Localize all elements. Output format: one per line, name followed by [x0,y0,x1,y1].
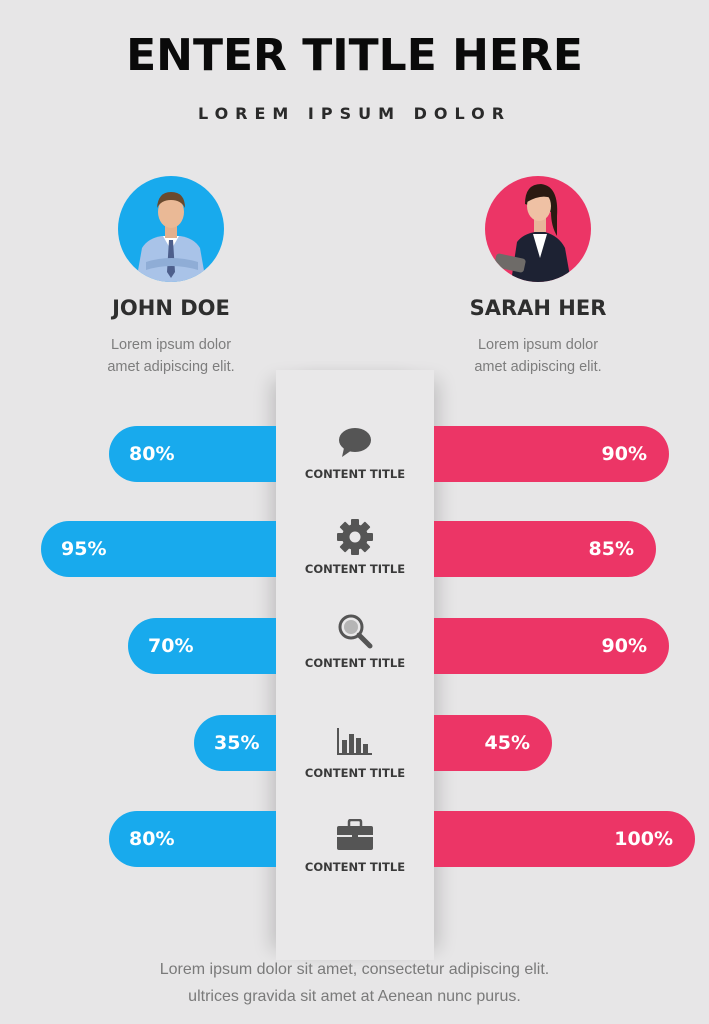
content-item-2: CONTENT TITLE [276,518,434,576]
avatar-john-doe [118,176,224,282]
magnifier-icon [276,612,434,650]
briefcase-icon [276,816,434,854]
left-bar-row-1: 80% [109,426,276,482]
avatar-sarah-her [485,176,591,282]
right-bar-row-2: 85% [434,521,656,577]
footer-text: Lorem ipsum dolor sit amet, consectetur … [0,956,709,1010]
page-title: ENTER TITLE HERE [126,30,583,81]
content-title-label: CONTENT TITLE [304,860,406,874]
person-desc-right-line2: amet adipiscing elit. [474,359,602,375]
page-subtitle: LOREM IPSUM DOLOR [197,104,512,123]
left-bar-row-2: 95% [41,521,276,577]
person-desc-left-line1: Lorem ipsum dolor [110,337,232,353]
left-bar-value: 80% [129,828,175,850]
left-bar-value: 35% [214,732,260,754]
right-bar-row-1: 90% [434,426,669,482]
content-item-3: CONTENT TITLE [276,612,434,670]
left-bar-value: 95% [61,538,107,560]
person-name-right: SARAH HER [469,296,607,320]
person-desc-right: Lorem ipsum dolor amet adipiscing elit. [418,334,658,378]
person-desc-left-line2: amet adipiscing elit. [107,359,235,375]
left-bar-row-3: 70% [128,618,276,674]
chat-bubble-icon [276,423,434,461]
footer-line1: Lorem ipsum dolor sit amet, consectetur … [159,961,550,978]
left-bar-row-4: 35% [194,715,276,771]
right-bar-value: 45% [484,732,530,754]
person-desc-left: Lorem ipsum dolor amet adipiscing elit. [51,334,291,378]
left-bar-row-5: 80% [109,811,276,867]
content-item-1: CONTENT TITLE [276,423,434,481]
bar-chart-icon [276,722,434,760]
content-title-label: CONTENT TITLE [304,766,406,780]
footer-line2: ultrices gravida sit amet at Aenean nunc… [188,988,521,1005]
center-panel [276,370,434,960]
right-bar-value: 90% [601,443,647,465]
right-bar-value: 100% [614,828,673,850]
content-title-label: CONTENT TITLE [304,656,406,670]
content-item-4: CONTENT TITLE [276,722,434,780]
gear-icon [276,518,434,556]
left-bar-value: 70% [148,635,194,657]
person-desc-right-line1: Lorem ipsum dolor [477,337,599,353]
right-bar-row-3: 90% [434,618,669,674]
content-title-label: CONTENT TITLE [304,562,406,576]
content-title-label: CONTENT TITLE [304,467,406,481]
right-bar-row-4: 45% [434,715,552,771]
right-bar-row-5: 100% [434,811,695,867]
person-name-left: JOHN DOE [112,296,230,320]
content-item-5: CONTENT TITLE [276,816,434,874]
right-bar-value: 85% [588,538,634,560]
right-bar-value: 90% [601,635,647,657]
left-bar-value: 80% [129,443,175,465]
